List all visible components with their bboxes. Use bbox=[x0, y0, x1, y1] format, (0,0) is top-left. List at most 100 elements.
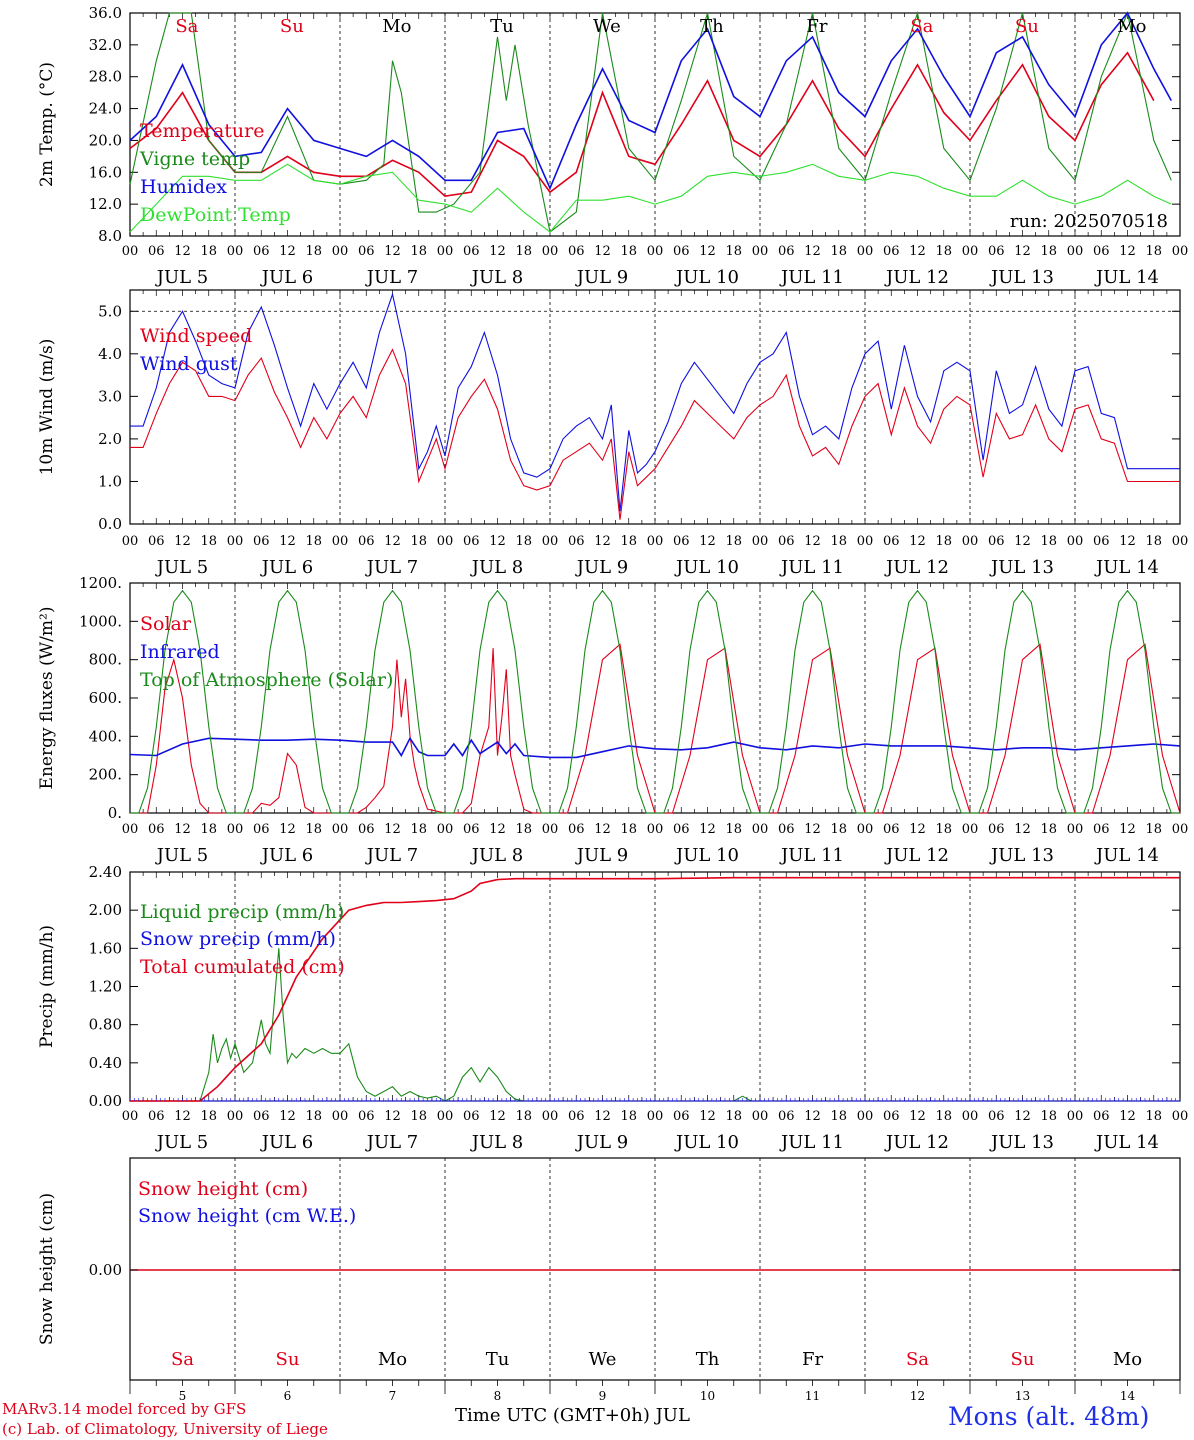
hour-tick-label: 00 bbox=[437, 822, 454, 837]
hour-tick-label: 00 bbox=[857, 1109, 874, 1124]
series-line bbox=[130, 292, 1180, 512]
day-tick-label: JUL 7 bbox=[365, 557, 419, 578]
hour-tick-label: 06 bbox=[253, 244, 270, 259]
hour-tick-label: 18 bbox=[830, 822, 847, 837]
day-number-label: 5 bbox=[179, 1389, 187, 1403]
hour-tick-label: 06 bbox=[778, 534, 795, 549]
day-tick-label: JUL 13 bbox=[989, 557, 1054, 578]
day-number-label: 7 bbox=[389, 1389, 397, 1403]
legend-entry: Total cumulated (cm) bbox=[140, 956, 345, 978]
hour-tick-label: 00 bbox=[1172, 244, 1189, 259]
hour-tick-label: 06 bbox=[148, 534, 165, 549]
weekday-label: Sa bbox=[175, 16, 198, 37]
day-tick-label: JUL 13 bbox=[989, 267, 1054, 288]
hour-tick-label: 18 bbox=[1145, 534, 1162, 549]
hour-tick-label: 12 bbox=[279, 534, 296, 549]
y-tick-label: 0. bbox=[108, 804, 122, 822]
hour-tick-label: 00 bbox=[752, 534, 769, 549]
day-number-label: 8 bbox=[494, 1389, 502, 1403]
hour-tick-label: 12 bbox=[909, 244, 926, 259]
y-tick-label: 5.0 bbox=[98, 302, 122, 320]
day-tick-label: JUL 5 bbox=[155, 557, 209, 578]
series-line bbox=[129, 51, 1155, 198]
hour-tick-label: 00 bbox=[962, 1109, 979, 1124]
legend-entry: Infrared bbox=[140, 641, 220, 663]
legend-entry: Snow height (cm) bbox=[138, 1178, 308, 1200]
hour-tick-label: 00 bbox=[437, 534, 454, 549]
hour-tick-label: 18 bbox=[200, 1109, 217, 1124]
day-tick-label: JUL 7 bbox=[365, 1132, 419, 1153]
hour-tick-label: 12 bbox=[909, 1109, 926, 1124]
day-tick-label: JUL 10 bbox=[674, 1132, 739, 1153]
hour-tick-label: 06 bbox=[358, 1109, 375, 1124]
day-tick-label: JUL 6 bbox=[260, 1132, 314, 1153]
legend-entry: Solar bbox=[140, 613, 192, 635]
hour-tick-label: 00 bbox=[332, 244, 349, 259]
hour-tick-label: 00 bbox=[752, 822, 769, 837]
legend-entry: Wind gust bbox=[140, 353, 238, 375]
day-tick-label: JUL 6 bbox=[260, 267, 314, 288]
hour-tick-label: 18 bbox=[515, 822, 532, 837]
legend-entry: DewPoint Temp bbox=[140, 204, 291, 226]
hour-tick-label: 12 bbox=[699, 244, 716, 259]
hour-tick-label: 18 bbox=[1040, 1109, 1057, 1124]
hour-tick-label: 06 bbox=[778, 822, 795, 837]
y-tick-label: 2.40 bbox=[89, 863, 122, 881]
y-axis-label: Precip (mm/h) bbox=[37, 925, 57, 1048]
hour-tick-label: 18 bbox=[200, 244, 217, 259]
hour-tick-label: 12 bbox=[384, 244, 401, 259]
hour-tick-label: 06 bbox=[988, 822, 1005, 837]
hour-tick-label: 00 bbox=[962, 534, 979, 549]
hour-tick-label: 18 bbox=[1145, 244, 1162, 259]
hour-tick-label: 06 bbox=[568, 822, 585, 837]
day-tick-label: JUL 6 bbox=[260, 557, 314, 578]
hour-tick-label: 00 bbox=[227, 1109, 244, 1124]
hour-tick-label: 12 bbox=[1119, 534, 1136, 549]
series-line bbox=[129, 11, 1173, 191]
y-tick-label: 1000. bbox=[79, 612, 122, 630]
y-tick-label: 0.0 bbox=[98, 515, 122, 533]
hour-tick-label: 00 bbox=[1067, 1109, 1084, 1124]
y-tick-label: 0.00 bbox=[89, 1092, 122, 1110]
hour-tick-label: 06 bbox=[883, 244, 900, 259]
legend-entry: Snow height (cm W.E.) bbox=[138, 1205, 356, 1227]
weekday-label: Th bbox=[700, 16, 724, 37]
hour-tick-label: 06 bbox=[883, 822, 900, 837]
hour-tick-label: 06 bbox=[253, 1109, 270, 1124]
y-tick-label: 3.0 bbox=[98, 387, 122, 405]
hour-tick-label: 18 bbox=[725, 1109, 742, 1124]
weekday-label: Su bbox=[1015, 16, 1039, 37]
hour-tick-label: 06 bbox=[778, 244, 795, 259]
hour-tick-label: 18 bbox=[935, 534, 952, 549]
hour-tick-label: 00 bbox=[542, 534, 559, 549]
hour-tick-label: 18 bbox=[305, 534, 322, 549]
series-line bbox=[130, 589, 1180, 814]
legend-entry: Humidex bbox=[140, 176, 227, 198]
hour-tick-label: 00 bbox=[122, 822, 139, 837]
hour-tick-label: 18 bbox=[200, 822, 217, 837]
series-line bbox=[129, 736, 1181, 759]
hour-tick-label: 12 bbox=[804, 1109, 821, 1124]
hour-tick-label: 12 bbox=[384, 822, 401, 837]
hour-tick-label: 12 bbox=[594, 822, 611, 837]
hour-tick-label: 06 bbox=[988, 244, 1005, 259]
panel-2: 00 06 12 18 00 06 12 18 00 06 12 18 00 06 12 18 00 06 12 18… bbox=[37, 289, 1188, 578]
day-tick-label: JUL 11 bbox=[779, 845, 844, 866]
hour-tick-label: 12 bbox=[909, 822, 926, 837]
hour-tick-label: 12 bbox=[699, 534, 716, 549]
hour-tick-label: 00 bbox=[647, 822, 664, 837]
hour-tick-label: 12 bbox=[1119, 244, 1136, 259]
hour-tick-label: 18 bbox=[305, 244, 322, 259]
hour-tick-label: 12 bbox=[594, 1109, 611, 1124]
day-number-label: 11 bbox=[805, 1389, 820, 1403]
hour-tick-label: 00 bbox=[1067, 534, 1084, 549]
legend-entry: Liquid precip (mm/h) bbox=[140, 901, 344, 923]
footer-xaxis-label: Time UTC (GMT+0h) JUL bbox=[455, 1405, 690, 1426]
day-tick-label: JUL 7 bbox=[365, 845, 419, 866]
y-tick-label: 2.00 bbox=[89, 901, 122, 919]
hour-tick-label: 00 bbox=[962, 822, 979, 837]
hour-tick-label: 00 bbox=[227, 534, 244, 549]
legend-entry: Top of Atmosphere (Solar) bbox=[140, 669, 393, 691]
hour-tick-label: 18 bbox=[1145, 822, 1162, 837]
hour-tick-label: 18 bbox=[305, 1109, 322, 1124]
